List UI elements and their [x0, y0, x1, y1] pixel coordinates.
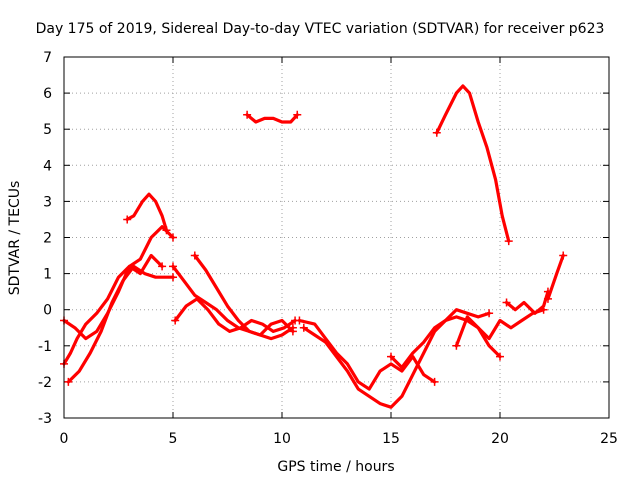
plus-marker	[243, 110, 252, 119]
data-series-arc-8	[245, 113, 299, 124]
axis-ticks: 0 5 10 15 20 25 -3 -2 -1 0 1 2 3 4 5 6 7	[38, 50, 618, 447]
x-tick-label: 10	[273, 431, 291, 447]
plus-marker	[123, 215, 132, 224]
plus-marker	[288, 327, 297, 336]
x-tick-label: 25	[600, 431, 618, 447]
plus-marker	[485, 309, 494, 318]
data-series-arc-6	[173, 297, 297, 333]
data-series-arc-1	[62, 225, 175, 366]
plus-marker	[169, 233, 177, 242]
data-series-arc-3	[62, 253, 164, 341]
data-series-arc-10	[302, 308, 491, 409]
x-tick-label: 5	[169, 431, 178, 447]
plus-marker	[299, 323, 308, 332]
grid	[64, 57, 609, 418]
plus-marker	[295, 316, 304, 325]
data-series-arc-14	[504, 290, 550, 315]
data-series-arc-4	[125, 192, 169, 232]
data-series-arc-13	[435, 84, 511, 243]
y-axis-label: SDTVAR / TECUs	[7, 181, 23, 296]
y-tick-label: 4	[43, 158, 52, 174]
plus-marker	[504, 237, 513, 246]
plus-marker	[432, 128, 441, 137]
plus-marker	[169, 262, 177, 271]
plus-marker	[293, 110, 302, 119]
y-tick-label: 5	[43, 122, 52, 138]
plus-marker	[64, 377, 73, 386]
y-tick-label: -3	[38, 411, 52, 427]
data-series	[60, 84, 568, 409]
plot-frame	[63, 56, 610, 419]
plus-marker	[430, 377, 439, 386]
data-series-arc-15	[546, 253, 565, 301]
plus-marker	[169, 273, 177, 282]
chart-title: Day 175 of 2019, Sidereal Day-to-day VTE…	[36, 21, 605, 37]
plus-marker	[158, 262, 167, 271]
plus-marker	[496, 352, 504, 361]
data-series-arc-12	[454, 315, 502, 359]
data-series-arc-9	[297, 318, 437, 391]
x-axis-label: GPS time / hours	[277, 459, 394, 475]
y-tick-label: 1	[43, 267, 52, 283]
x-tick-label: 15	[382, 431, 400, 447]
data-series-arc-7	[193, 253, 295, 337]
data-series-arc-5	[171, 264, 295, 341]
y-tick-label: 7	[43, 50, 52, 66]
plus-marker	[543, 294, 552, 303]
y-tick-label: 3	[43, 194, 52, 210]
plus-marker	[502, 298, 511, 307]
x-tick-label: 0	[60, 431, 69, 447]
y-tick-label: 2	[43, 231, 52, 247]
y-tick-label: -1	[38, 339, 52, 355]
plus-marker	[190, 251, 199, 260]
x-tick-label: 20	[491, 431, 509, 447]
plus-marker	[452, 341, 461, 350]
plus-marker	[559, 251, 568, 260]
y-tick-label: 0	[43, 303, 52, 319]
y-tick-label: -2	[38, 375, 52, 391]
plus-marker	[171, 316, 180, 325]
plus-marker	[387, 352, 395, 361]
plus-marker	[162, 226, 171, 235]
y-tick-label: 6	[43, 86, 52, 102]
